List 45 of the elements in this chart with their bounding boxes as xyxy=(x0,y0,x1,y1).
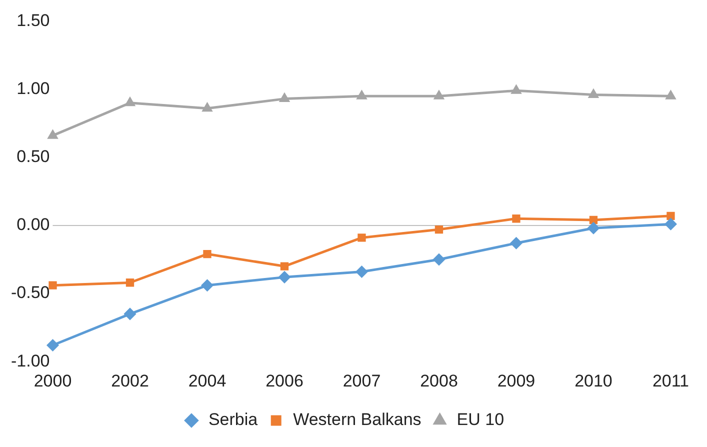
point xyxy=(666,90,676,100)
point xyxy=(47,340,58,352)
y-tick-label: 0.00 xyxy=(16,215,50,234)
point xyxy=(203,250,212,258)
legend-label: EU 10 xyxy=(456,410,504,430)
x-tick-label: 2011 xyxy=(652,371,690,390)
legend-label: Western Balkans xyxy=(293,410,422,430)
x-tick-label: 2007 xyxy=(342,371,381,390)
point xyxy=(125,98,135,106)
point xyxy=(280,262,289,270)
point xyxy=(202,103,212,112)
x-tick-label: 2006 xyxy=(266,371,304,390)
x-tick-label: 2002 xyxy=(111,371,149,390)
point xyxy=(666,212,675,220)
point xyxy=(124,308,136,320)
x-tick-label: 2000 xyxy=(34,371,72,390)
point xyxy=(433,254,445,266)
point xyxy=(512,85,521,94)
point xyxy=(588,89,598,98)
point xyxy=(588,222,600,234)
x-tick-label: 2008 xyxy=(420,371,458,390)
x-tick-label: 2004 xyxy=(188,371,226,390)
y-tick-label: 1.50 xyxy=(16,10,50,30)
point xyxy=(278,271,290,283)
point xyxy=(280,94,290,102)
point xyxy=(357,90,366,100)
point xyxy=(434,90,444,100)
point xyxy=(358,234,366,242)
point xyxy=(48,130,58,139)
point xyxy=(664,218,676,230)
point xyxy=(512,214,520,223)
point xyxy=(510,237,522,249)
point xyxy=(589,216,598,224)
x-tick-label: 2009 xyxy=(497,371,536,390)
point xyxy=(434,225,444,234)
y-tick-label: -1.00 xyxy=(11,351,50,370)
y-tick-label: 0.50 xyxy=(16,147,50,166)
y-tick-label: 1.00 xyxy=(16,78,50,98)
point xyxy=(48,281,57,290)
y-tick-label: -0.50 xyxy=(11,283,50,302)
point xyxy=(201,280,213,292)
point xyxy=(126,278,134,287)
point xyxy=(356,266,368,278)
x-tick-label: 2010 xyxy=(574,371,612,390)
legend-label: Serbia xyxy=(208,410,258,430)
